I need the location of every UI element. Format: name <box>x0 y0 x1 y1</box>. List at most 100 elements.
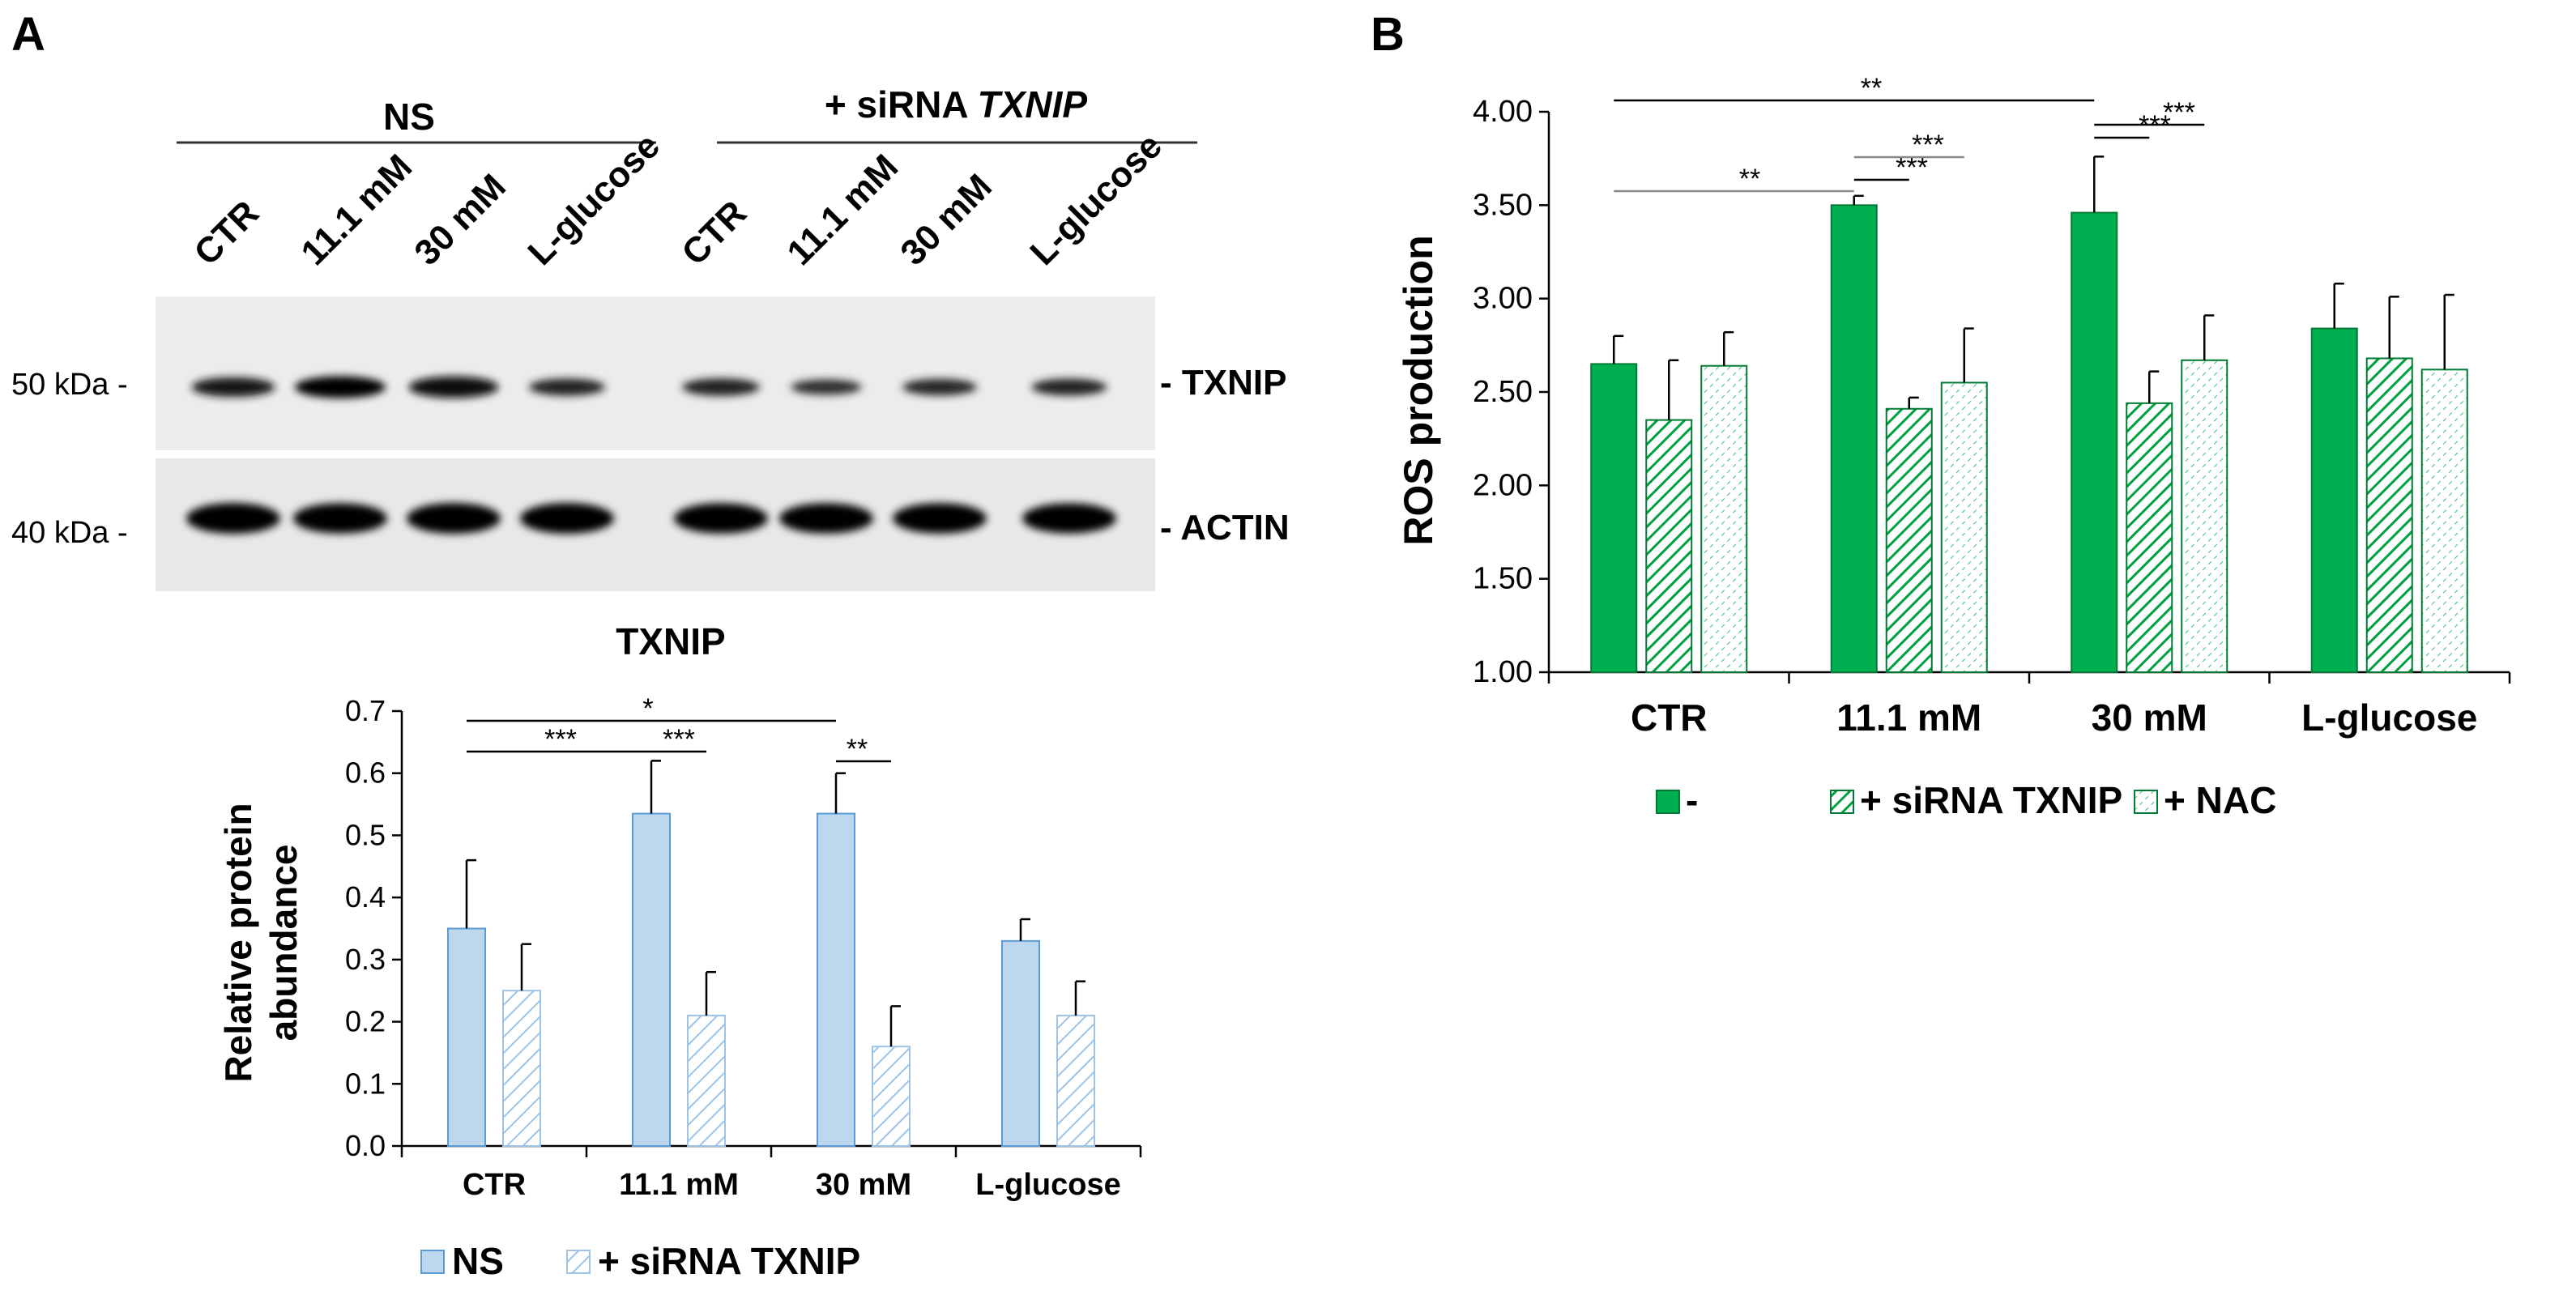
bar <box>632 812 671 1147</box>
txnip-band <box>294 376 386 398</box>
y-tick-label: 2.00 <box>1473 468 1533 502</box>
band-label-txnip: - TXNIP <box>1160 363 1286 403</box>
txnip-band <box>528 378 606 396</box>
legend-label: NS <box>452 1240 504 1282</box>
significance-label: *** <box>544 724 577 755</box>
bar <box>1700 364 1748 673</box>
y-tick-label: 0.3 <box>345 943 386 976</box>
chart-b-ylabel: ROS production <box>1396 235 1441 545</box>
bar <box>2126 402 2173 673</box>
legend-swatch <box>2134 790 2158 814</box>
bar <box>687 1014 726 1148</box>
lane-label: CTR <box>674 193 754 273</box>
y-tick-label: 3.50 <box>1473 188 1533 222</box>
y-tick-label: 0.7 <box>345 694 386 727</box>
bar <box>1056 1014 1095 1148</box>
group-label-sirna-prefix: + siRNA <box>825 83 978 126</box>
bar <box>2181 359 2228 673</box>
bar <box>1645 419 1693 673</box>
chart-a-legend: NS + siRNA TXNIP <box>420 1240 860 1282</box>
bar <box>1940 381 1988 673</box>
chart-a-plot: 0.0 0.1 0.2 0.3 0.4 0.5 0.6 0.7 CTR 11.1 mM 30 mM L… <box>345 693 1142 1202</box>
actin-bands <box>186 503 1116 534</box>
x-tick-label: 30 mM <box>816 1168 911 1202</box>
chart-b-plot: 1.00 1.50 2.00 2.50 3.00 3.50 4.00 CTR 11.1 mM 30… <box>1473 73 2511 739</box>
lane-label: 30 mM <box>407 167 513 273</box>
legend-label: + siRNA TXNIP <box>598 1240 860 1282</box>
bar <box>2365 357 2413 673</box>
txnip-band <box>902 378 977 396</box>
txnip-band <box>682 378 760 396</box>
bar <box>1830 204 1878 674</box>
chart-a-ylabel-line1: Relative protein <box>217 803 259 1082</box>
actin-band <box>186 503 280 534</box>
significance-label: *** <box>1912 130 1944 160</box>
y-tick-label: 4.00 <box>1473 95 1533 129</box>
y-tick-label: 1.50 <box>1473 562 1533 596</box>
marker-50kda: 50 kDa - <box>11 368 128 402</box>
actin-band <box>893 503 987 534</box>
actin-band <box>293 503 387 534</box>
actin-band <box>1022 503 1116 534</box>
bar <box>2420 368 2468 673</box>
y-tick-label: 0.6 <box>345 756 386 790</box>
lane-label: L-glucose <box>520 126 667 273</box>
actin-band <box>520 503 614 534</box>
txnip-band <box>191 377 275 398</box>
bar <box>502 990 541 1147</box>
legend-label: + siRNA TXNIP <box>1860 779 2122 821</box>
txnip-band <box>1031 378 1107 396</box>
bar <box>447 927 486 1147</box>
bar <box>2310 327 2358 673</box>
significance-label: * <box>642 693 653 724</box>
significance-label: ** <box>1739 164 1760 194</box>
bar <box>1885 407 1933 673</box>
group-label-sirna-gene: TXNIP <box>978 83 1088 126</box>
y-tick-label: 1.00 <box>1473 655 1533 689</box>
legend-label: + NAC <box>2164 779 2276 821</box>
bar <box>2071 211 2118 673</box>
blot-txnip-membrane <box>156 296 1155 450</box>
significance-label: *** <box>2163 97 2195 128</box>
chart-txnip: TXNIP Relative protein abundance 0.0 0.1 0… <box>217 620 1142 1282</box>
lane-label: CTR <box>186 193 267 273</box>
significance-label: ** <box>847 734 868 765</box>
significance-label: ** <box>1861 73 1882 104</box>
y-tick-label: 0.4 <box>345 880 386 914</box>
y-tick-label: 0.0 <box>345 1129 386 1162</box>
x-tick-label: CTR <box>463 1168 526 1202</box>
txnip-bands <box>191 376 1107 398</box>
y-tick-label: 3.00 <box>1473 282 1533 316</box>
legend-label: - <box>1686 779 1698 821</box>
lane-label: L-glucose <box>1022 126 1170 273</box>
significance-label: *** <box>663 724 695 755</box>
x-tick-label: 11.1 mM <box>1836 696 1981 739</box>
band-label-actin: - ACTIN <box>1160 508 1290 547</box>
txnip-band <box>408 376 499 398</box>
lane-label: 30 mM <box>893 167 999 273</box>
x-tick-label: 11.1 mM <box>619 1168 739 1202</box>
chart-a-title: TXNIP <box>616 620 725 662</box>
chart-b-legend: - + siRNA TXNIP + NAC <box>1656 779 2276 821</box>
y-tick-label: 0.1 <box>345 1067 386 1100</box>
lane-label: 11.1 mM <box>293 147 420 273</box>
y-tick-label: 0.2 <box>345 1005 386 1038</box>
group-label-sirna: + siRNA TXNIP <box>825 83 1088 126</box>
panel-a-label: A <box>11 8 45 61</box>
legend-swatch <box>1830 790 1854 814</box>
actin-band <box>779 503 873 534</box>
panel-b-label: B <box>1371 8 1405 61</box>
txnip-band <box>791 379 862 395</box>
x-tick-label: L-glucose <box>975 1168 1120 1202</box>
y-tick-label: 2.50 <box>1473 375 1533 409</box>
marker-40kda: 40 kDa - <box>11 516 128 550</box>
chart-a-ylabel-line2: abundance <box>262 845 305 1042</box>
x-tick-label: CTR <box>1631 696 1708 739</box>
legend-swatch <box>1656 790 1680 814</box>
actin-band <box>407 503 501 534</box>
bar <box>1001 939 1040 1148</box>
x-tick-label: L-glucose <box>2301 696 2477 739</box>
